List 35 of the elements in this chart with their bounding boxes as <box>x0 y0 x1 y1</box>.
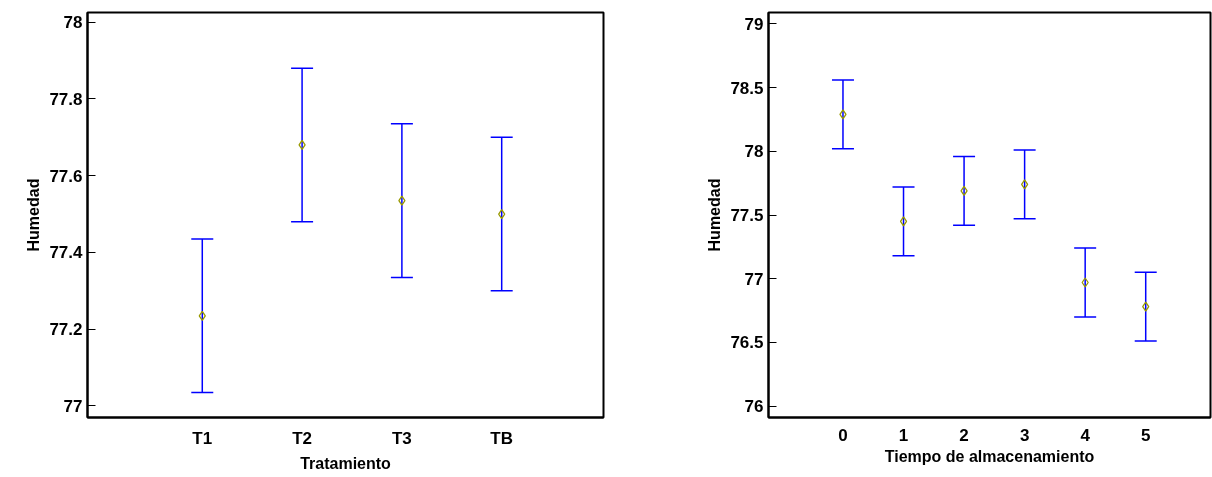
x-tick-label: T2 <box>292 428 313 448</box>
y-tick-label: 77 <box>744 269 764 289</box>
x-tick-label: T1 <box>192 428 213 448</box>
y-tick-label: 77 <box>63 396 83 416</box>
point <box>398 195 406 206</box>
point <box>839 109 847 120</box>
point <box>1081 277 1089 288</box>
y-tick-label: 76 <box>744 397 764 417</box>
y-tick-label: 77.4 <box>49 243 84 263</box>
y-tick-label: 79 <box>744 14 764 34</box>
x-tick-label: 5 <box>1140 425 1151 445</box>
y-tick-label: 78.5 <box>730 78 764 98</box>
point <box>960 185 968 196</box>
y-tick-label: 77.5 <box>730 206 764 225</box>
y-axis-title: Humedad <box>25 178 43 252</box>
y-tick-label: 78 <box>63 13 83 33</box>
y-axis-title: Humedad <box>706 178 724 252</box>
y-tick-label: 77.2 <box>49 320 83 340</box>
point <box>1142 301 1150 312</box>
point <box>198 310 206 321</box>
x-axis-title: Tiempo de almacenamiento <box>884 447 1095 465</box>
x-tick-label: 4 <box>1080 425 1091 445</box>
y-tick-label: 76.5 <box>730 333 764 353</box>
x-tick-label: TB <box>490 428 514 448</box>
point <box>899 216 908 227</box>
x-tick-label: 3 <box>1019 425 1030 445</box>
y-tick-label: 77.6 <box>49 166 83 186</box>
y-tick-label: 78 <box>744 142 764 162</box>
point <box>1020 179 1029 190</box>
x-tick-label: 0 <box>838 425 848 445</box>
x-axis-title: Tratamiento <box>300 454 392 472</box>
x-tick-label: T3 <box>391 428 412 448</box>
x-tick-label: 2 <box>959 425 969 445</box>
x-tick-label: 1 <box>898 425 909 445</box>
y-tick-label: 77.8 <box>49 89 83 109</box>
